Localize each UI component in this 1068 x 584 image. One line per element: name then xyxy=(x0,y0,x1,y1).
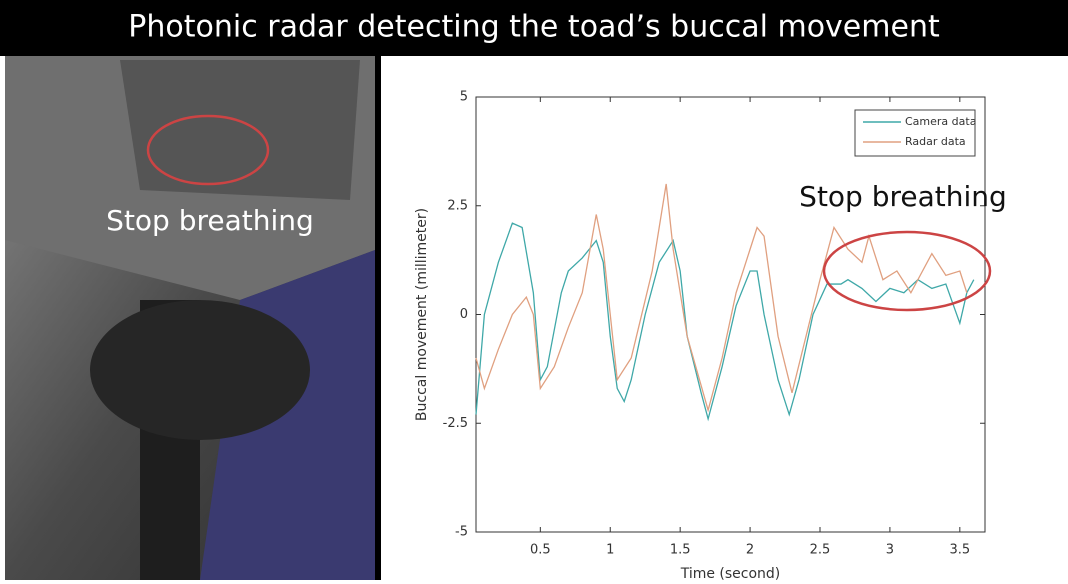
x-tick-label: 0.5 xyxy=(530,543,551,558)
y-tick-label: -2.5 xyxy=(443,416,468,431)
x-tick-label: 2 xyxy=(746,543,754,558)
annotation-ellipse xyxy=(822,230,992,312)
x-tick-label: 1.5 xyxy=(670,543,691,558)
y-tick-label: 0 xyxy=(460,307,468,322)
data-line xyxy=(475,222,975,422)
x-axis-label: Time (second) xyxy=(680,566,781,580)
divider xyxy=(375,56,381,580)
annotation: Stop breathing xyxy=(799,180,1007,213)
title: Photonic radar detecting the toad’s bucc… xyxy=(128,10,940,45)
y-axis-label: Buccal movement (millimeter) xyxy=(414,208,430,421)
legend-label: Camera data xyxy=(905,115,976,128)
legend-label: Radar data xyxy=(905,135,966,148)
x-tick-label: 1 xyxy=(606,543,614,558)
y-tick-label: 5 xyxy=(460,90,468,105)
title-bar xyxy=(0,0,1068,56)
photo-caption: Stop breathing xyxy=(106,204,314,237)
chart: -5 -2.5 0 2.5 5 0.5 1 1.5 2 2.5 3 3.5 Time (second) B… xyxy=(414,90,1007,583)
x-tick-label: 2.5 xyxy=(810,543,831,558)
legend-box xyxy=(854,109,976,157)
data-line xyxy=(475,183,968,413)
photo: Stop breathing xyxy=(5,56,375,580)
x-tick-label: 3 xyxy=(886,543,894,558)
plot-frame xyxy=(475,96,986,533)
y-tick-label: 2.5 xyxy=(447,198,468,213)
x-tick-label: 3.5 xyxy=(949,543,970,558)
y-tick-label: -5 xyxy=(455,525,468,540)
